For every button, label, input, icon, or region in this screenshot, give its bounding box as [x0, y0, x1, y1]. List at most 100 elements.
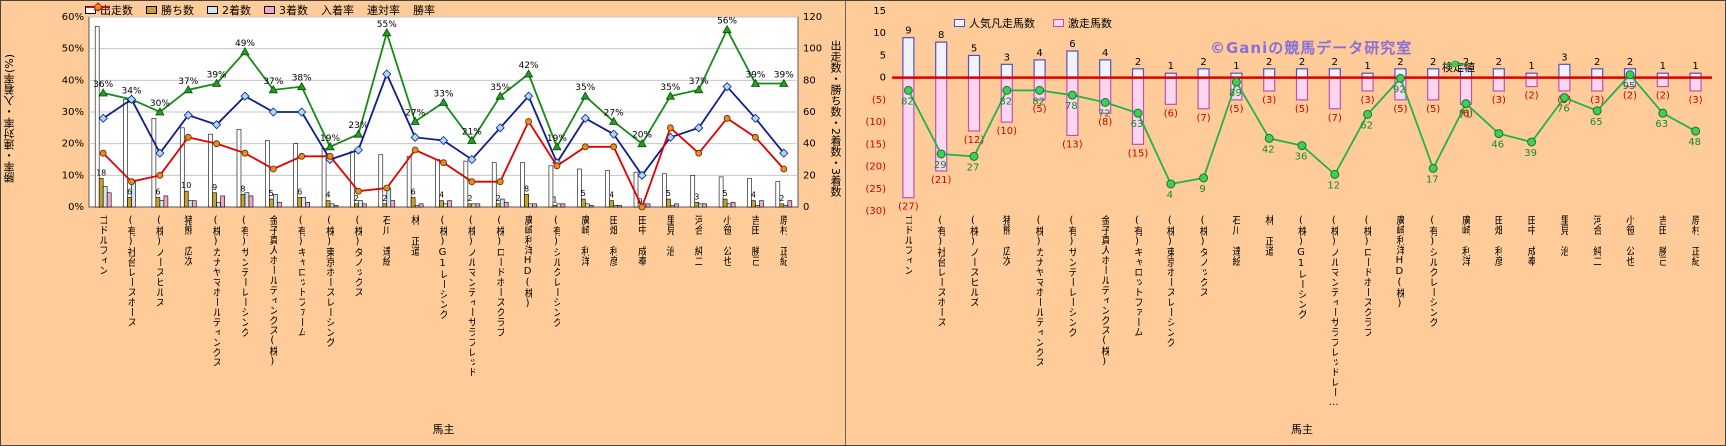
x-category-label: 河合 純二 [692, 215, 703, 266]
positive-value-label: 2 [1627, 57, 1633, 68]
bar-thirds [702, 203, 708, 208]
legend-item: 人気凡走馬数 [954, 15, 1035, 31]
bar-seconds [613, 205, 618, 208]
marker-win-rate [298, 152, 306, 160]
bar-upset-runners [1328, 77, 1341, 110]
test-value-label: 92 [1393, 84, 1406, 95]
x-category-label: 金子真人ホールディングス(株) [1098, 215, 1109, 367]
marker-place-rate [694, 85, 704, 94]
legend-swatch [954, 19, 965, 27]
marker-place-rate [211, 78, 222, 87]
marker-place-rate [495, 91, 505, 100]
bar-unpopular-flops [1558, 63, 1571, 79]
marker-quinella-rate [467, 154, 477, 165]
test-value-label: 46 [1491, 140, 1504, 151]
x-category-label: 田中 成奉 [1525, 215, 1536, 266]
bar-thirds [730, 201, 736, 208]
bar-thirds [447, 200, 452, 208]
wins-value-label: 10 [181, 181, 191, 190]
bar-upset-runners [1656, 77, 1669, 88]
y-tick-label: (20) [865, 162, 886, 173]
legend-swatch [1053, 19, 1064, 27]
bar-thirds [787, 200, 793, 208]
wins-value-label: 4 [326, 191, 331, 200]
bar-seconds [499, 198, 505, 208]
marker-quinella-rate [240, 91, 250, 101]
y-right-tick-label: 100 [803, 44, 822, 55]
negative-value-label: (5) [1393, 104, 1407, 115]
bar-wins [297, 197, 303, 208]
marker-place-rate [98, 88, 108, 97]
negative-value-label: (3) [1361, 95, 1375, 106]
negative-value-label: (5) [1033, 104, 1047, 115]
wins-value-label: 5 [581, 189, 586, 198]
marker-win-rate [723, 114, 731, 122]
test-value-label: 63 [1131, 119, 1144, 130]
bar-thirds [277, 201, 282, 208]
positive-value-label: 1 [1168, 61, 1174, 72]
marker-place-rate [467, 135, 477, 144]
test-value-label: 36 [1295, 152, 1308, 163]
negative-value-label: (5) [1295, 104, 1309, 115]
marker-win-rate [156, 171, 164, 179]
positive-value-label: 5 [971, 43, 977, 54]
legend-item: 連対率 [86, 2, 400, 18]
bar-unpopular-flops [1197, 68, 1210, 79]
bar-unpopular-flops [1033, 59, 1046, 79]
wins-value-label: 5 [269, 189, 274, 198]
bar-starts [662, 173, 667, 208]
test-value-label: 72 [1098, 108, 1111, 119]
legend-item: 入着率 [86, 2, 354, 18]
test-value-label: 65 [1590, 117, 1603, 128]
rate-label: 39% [774, 71, 794, 81]
y-left-tick-label: 0% [68, 202, 84, 213]
x-category-label: (有)サンデーレーシング [1065, 215, 1076, 337]
bar-upset-runners [967, 77, 981, 132]
negative-value-label: (21) [931, 175, 952, 186]
test-value-label: 89 [1229, 88, 1242, 99]
legend-label: 勝ち数 [161, 4, 194, 17]
circle-marker-icon [94, 3, 102, 11]
bar-unpopular-flops [1099, 59, 1112, 79]
marker-test-statistic [903, 85, 913, 95]
performance-chart-panel: 0% 10% 20% 30% 40% 50% 60% 0 20 40 60 80 100 120 18 6 6 1… [1, 1, 846, 445]
marker-win-rate [241, 149, 249, 157]
test-legend-bars: 人気凡走馬数 激走馬数 [954, 15, 1112, 31]
x-category-label: (株)ノルマンディーサラブレッドレー… [1328, 215, 1339, 408]
bar-seconds [301, 197, 307, 208]
legend-item: 3着数 [264, 2, 308, 18]
negative-value-label: (5) [1426, 104, 1440, 115]
bar-thirds [333, 205, 339, 208]
negative-value-label: (5) [1229, 104, 1243, 115]
y-tick-label: (25) [865, 184, 886, 195]
wins-value-label: 4 [439, 191, 444, 200]
marker-quinella-rate [694, 123, 704, 133]
marker-test-statistic [1264, 133, 1274, 143]
bar-wins [98, 178, 104, 208]
legend-item: 検定値 [1442, 59, 1475, 75]
x-category-label: 石川 達絵 [380, 215, 391, 266]
y-tick-label: 0 [880, 73, 886, 84]
marker-quinella-rate [438, 135, 449, 146]
marker-win-rate [440, 159, 447, 167]
rate-label: 42% [519, 61, 539, 71]
marker-quinella-rate [212, 120, 222, 130]
bar-thirds [674, 203, 679, 208]
rate-label: 49% [235, 39, 255, 49]
bar-wins [354, 203, 359, 208]
x-category-label: 里見 治 [1557, 215, 1568, 256]
test-value-label: 17 [1426, 174, 1439, 185]
positive-value-label: 2 [1332, 57, 1338, 68]
bar-unpopular-flops [1427, 68, 1440, 79]
wins-value-label: 2 [467, 194, 472, 203]
bar-thirds [475, 203, 481, 208]
x-category-label: 廣崎利洋HD(株) [1393, 215, 1404, 309]
x-category-label: 廣崎利洋HD(株) [522, 215, 533, 309]
wins-value-label: 6 [411, 188, 416, 197]
bar-upset-runners [1361, 77, 1374, 92]
marker-test-statistic [1035, 85, 1045, 95]
right-y-axis-title: 出走数・勝ち数・2着数・3着数 [829, 39, 842, 197]
bar-starts [179, 127, 185, 208]
